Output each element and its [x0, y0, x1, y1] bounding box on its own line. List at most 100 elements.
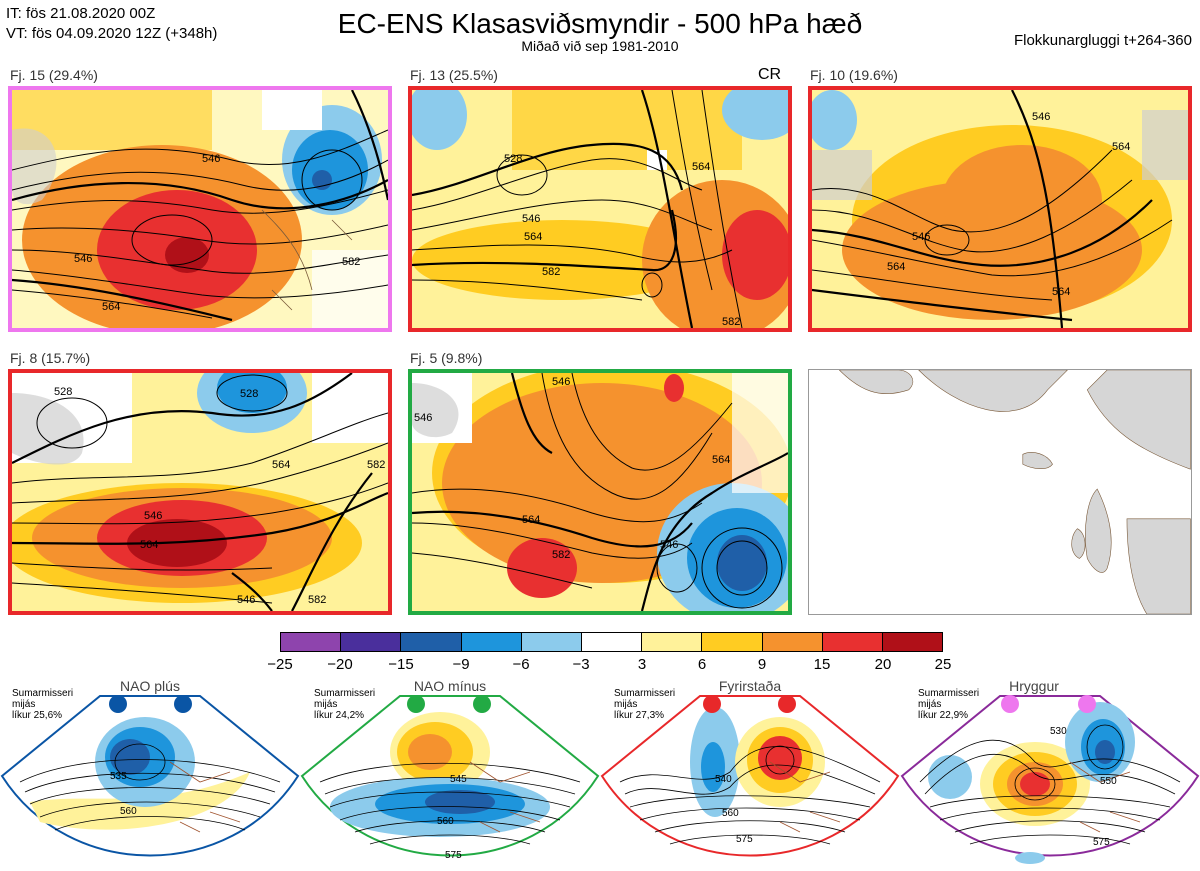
- regime-map-3: 540 560 575: [600, 695, 900, 857]
- panel-label-3: Fj. 10 (19.6%): [810, 67, 898, 83]
- colorbar-swatch: [822, 633, 883, 651]
- contour-label: 546: [1032, 111, 1050, 123]
- regime-info-line: líkur 25,6%: [12, 710, 63, 721]
- colorbar-swatch: [762, 633, 823, 651]
- cr-label: CR: [758, 66, 782, 83]
- colorbar-swatch: [642, 633, 703, 651]
- contour-label: 560: [120, 806, 137, 817]
- contour-label: 564: [272, 459, 290, 471]
- contour-label: 546: [522, 213, 540, 225]
- colorbar-tick: 15: [813, 656, 831, 673]
- panel-label-2: Fj. 13 (25.5%): [410, 67, 498, 83]
- contour-label: 546: [660, 539, 678, 551]
- contour-label: 564: [102, 301, 120, 313]
- colorbar-swatch: [341, 633, 402, 651]
- contour-label: 582: [367, 459, 385, 471]
- contour-label: 564: [522, 514, 540, 526]
- panel-label-5: Fj. 5 (9.8%): [410, 350, 483, 366]
- panel-label-4: Fj. 8 (15.7%): [10, 350, 91, 366]
- regime-title: Fyrirstaða: [718, 678, 782, 694]
- regime-info: Sumarmisseri mijás líkur 22,9%: [918, 688, 979, 721]
- regime-info-line: mijás: [314, 699, 338, 710]
- contour-label: 564: [887, 261, 905, 273]
- contour-label: 530: [1050, 726, 1067, 737]
- colorbar-swatch: [581, 633, 643, 651]
- cluster-map-2: 528 546 564 582 564 582: [408, 86, 792, 332]
- regime-map-4: 530 550 575: [900, 695, 1200, 864]
- contour-label: 546: [912, 231, 930, 243]
- regime-dot: [703, 695, 721, 713]
- contour-label: 546: [74, 253, 92, 265]
- cluster-map-2-graphic: 528 546 564 582 564 582: [412, 90, 788, 328]
- colorbar-tick: −15: [388, 656, 414, 673]
- blank-base-map: [808, 369, 1192, 615]
- colorbar-tick: −3: [572, 656, 590, 673]
- classification-window: Flokkunargluggi t+264-360: [1013, 32, 1192, 49]
- regime-nao-minus: Sumarmisseri mijás líkur 24,2% NAO mínus…: [300, 672, 600, 871]
- contour-label: 528: [54, 386, 72, 398]
- contour-label: 546: [552, 376, 570, 388]
- contour-label: 564: [140, 539, 158, 551]
- regime-title: NAO mínus: [413, 678, 487, 694]
- colorbar-swatch: [461, 633, 522, 651]
- contour-label: 546: [237, 594, 255, 606]
- contour-label: 564: [712, 454, 730, 466]
- contour-label: 528: [240, 388, 258, 400]
- regime-info: Sumarmisseri mijás líkur 25,6%: [12, 688, 73, 721]
- regime-info-line: líkur 27,3%: [614, 710, 665, 721]
- contour-label: 582: [722, 316, 740, 328]
- colorbar-tick: 9: [757, 656, 767, 673]
- contour-label: 528: [504, 153, 522, 165]
- contour-label: 535: [110, 771, 127, 782]
- contour-label: 575: [1093, 837, 1110, 848]
- colorbar-tick: 6: [697, 656, 707, 673]
- page-title: EC-ENS Klasasviðsmyndir - 500 hPa hæð: [337, 8, 863, 39]
- colorbar-swatch: [882, 633, 943, 651]
- regime-dot: [407, 695, 425, 713]
- colorbar-tick: 3: [637, 656, 647, 673]
- regime-info-line: líkur 24,2%: [314, 710, 365, 721]
- colorbar-tick: 25: [934, 656, 952, 673]
- contour-label: 582: [308, 594, 326, 606]
- cluster-map-4: 528 528 546 564 564 582 582 546: [8, 369, 392, 615]
- contour-label: 564: [524, 231, 542, 243]
- colorbar-swatch: [702, 633, 763, 651]
- regime-dot: [778, 695, 796, 713]
- contour-label: 564: [1052, 286, 1070, 298]
- cluster-map-3-graphic: 546 564 546 564 564: [812, 90, 1188, 328]
- contour-label: 560: [437, 816, 454, 827]
- panel-label-1: Fj. 15 (29.4%): [10, 67, 98, 83]
- regime-blocking: Sumarmisseri mijás líkur 27,3% Fyrirstað…: [600, 672, 900, 871]
- regime-dot: [473, 695, 491, 713]
- regime-dot: [1078, 695, 1096, 713]
- contour-label: 575: [736, 834, 753, 845]
- header-info: IT: fös 21.08.2020 00Z VT: fös 04.09.202…: [6, 4, 217, 44]
- regime-nao-plus: Sumarmisseri mijás líkur 25,6% NAO plús …: [0, 672, 300, 871]
- contour-label: 540: [715, 774, 732, 785]
- colorbar-tick: 20: [874, 656, 892, 673]
- colorbar-tick: −20: [327, 656, 353, 673]
- regime-title: NAO plús: [120, 678, 180, 694]
- cluster-map-5: 546 546 564 582 546 564: [408, 369, 792, 615]
- colorbar-tick: −6: [512, 656, 530, 673]
- cluster-map-1-graphic: 546 546 564 582: [12, 90, 388, 328]
- contour-label: 546: [414, 412, 432, 424]
- blank-base-map-graphic: [809, 370, 1191, 614]
- contour-label: 546: [144, 510, 162, 522]
- colorbar-swatch: [521, 633, 582, 651]
- regime-info-line: líkur 22,9%: [918, 710, 969, 721]
- valid-time: VT: fös 04.09.2020 12Z (+348h): [6, 25, 218, 42]
- regime-info-line: mijás: [918, 699, 942, 710]
- regime-map-1: 535 560: [0, 695, 300, 857]
- regime-map-2: 545 560 575: [300, 695, 600, 861]
- cluster-map-5-graphic: 546 546 564 582 546 564: [412, 373, 788, 611]
- regime-dot: [1001, 695, 1019, 713]
- contour-label: 564: [1112, 141, 1130, 153]
- contour-label: 545: [450, 774, 467, 785]
- regime-ridge: Sumarmisseri mijás líkur 22,9% Hryggur: [900, 672, 1200, 871]
- contour-label: 582: [552, 549, 570, 561]
- colorbar-swatch: [401, 633, 462, 651]
- contour-label: 550: [1100, 776, 1117, 787]
- regime-info-line: Sumarmisseri: [314, 688, 376, 699]
- contour-label: 546: [202, 153, 220, 165]
